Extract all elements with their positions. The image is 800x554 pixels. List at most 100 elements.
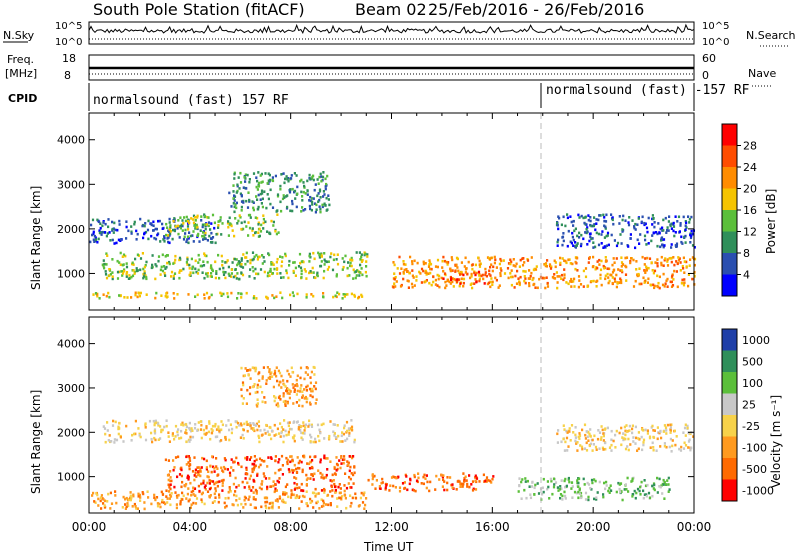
data-cell [573, 285, 576, 288]
data-cell [489, 274, 492, 277]
data-cell [239, 292, 243, 295]
data-cell [192, 214, 196, 218]
data-cell [181, 498, 184, 501]
data-cell [161, 428, 164, 432]
data-cell [483, 282, 486, 285]
data-cell [157, 219, 160, 223]
data-cell [579, 491, 583, 495]
data-cell [556, 221, 559, 225]
data-cell [572, 244, 575, 247]
data-cell [586, 226, 589, 229]
data-cell [261, 375, 264, 378]
data-cell [313, 472, 316, 476]
data-cell [532, 283, 535, 287]
y-tick-label: 1000 [57, 471, 85, 484]
data-cell [281, 464, 284, 467]
data-cell [488, 258, 491, 261]
data-cell [205, 467, 208, 471]
data-cell [444, 280, 447, 284]
data-cell [600, 436, 603, 439]
data-cell [272, 220, 275, 224]
data-cell [209, 437, 212, 441]
data-cell [156, 502, 159, 505]
data-cell [302, 424, 305, 428]
data-cell [638, 282, 641, 286]
data-cell [309, 433, 312, 437]
data-cell [566, 213, 569, 216]
data-cell [651, 441, 654, 445]
data-cell [323, 202, 326, 206]
data-cell [565, 436, 569, 440]
data-cell [648, 257, 652, 260]
data-cell [136, 507, 139, 510]
data-cell [451, 269, 454, 272]
y-tick-label: 1000 [57, 267, 85, 280]
noise-panel: N.Sky 10^5 10^0 10^5 10^0 N.Search [3, 21, 796, 48]
data-cell [159, 425, 162, 428]
data-cell [106, 421, 109, 424]
data-cell [237, 260, 240, 263]
data-cell [345, 420, 349, 424]
data-cell [634, 442, 637, 445]
data-cell [242, 201, 245, 204]
data-cell [266, 274, 269, 278]
data-cell [665, 432, 668, 435]
data-cell [181, 219, 184, 222]
data-cell [333, 465, 336, 469]
data-cell [677, 258, 681, 262]
data-cell [232, 482, 235, 486]
data-cell [475, 477, 479, 480]
data-cell [319, 264, 323, 268]
data-cell [403, 486, 407, 490]
data-cell [253, 455, 256, 458]
data-cell [265, 379, 268, 382]
data-cell [304, 423, 308, 427]
data-cell [594, 445, 598, 449]
data-cell [253, 277, 256, 280]
data-cell [173, 272, 177, 275]
data-cell [672, 225, 676, 228]
data-cell [103, 262, 106, 266]
data-cell [317, 434, 320, 438]
data-cell [192, 501, 195, 505]
data-cell [622, 214, 625, 218]
data-cell [260, 487, 263, 491]
data-cell [154, 263, 157, 266]
data-cell [343, 484, 346, 487]
data-cell [166, 474, 170, 477]
data-cell [570, 220, 573, 224]
data-cell [201, 225, 204, 229]
data-cell [165, 222, 168, 226]
data-cell [158, 502, 161, 506]
nsky-label: N.Sky [3, 29, 35, 42]
data-cell [582, 269, 585, 273]
data-cell [268, 433, 271, 437]
data-cell [393, 263, 396, 267]
data-cell [316, 500, 319, 504]
data-cell [678, 230, 681, 233]
data-cell [680, 445, 683, 449]
data-cell [355, 251, 358, 254]
data-cell [293, 488, 296, 491]
data-cell [651, 269, 654, 272]
data-cell [256, 198, 259, 201]
data-cell [627, 448, 630, 452]
data-cell [322, 292, 325, 295]
data-cell [175, 506, 178, 510]
data-cell [215, 428, 219, 431]
data-cell [265, 500, 269, 504]
data-cell [130, 232, 133, 235]
data-cell [687, 446, 690, 449]
data-cell [638, 267, 641, 270]
data-cell [422, 262, 425, 266]
data-cell [632, 440, 635, 443]
data-cell [271, 503, 274, 507]
data-cell [597, 232, 600, 236]
station-title: South Pole Station (fitACF) [93, 0, 305, 19]
data-cell [574, 246, 577, 249]
data-cell [299, 179, 302, 183]
data-cell [354, 270, 357, 273]
data-cell [177, 224, 180, 228]
data-cell [172, 262, 175, 265]
